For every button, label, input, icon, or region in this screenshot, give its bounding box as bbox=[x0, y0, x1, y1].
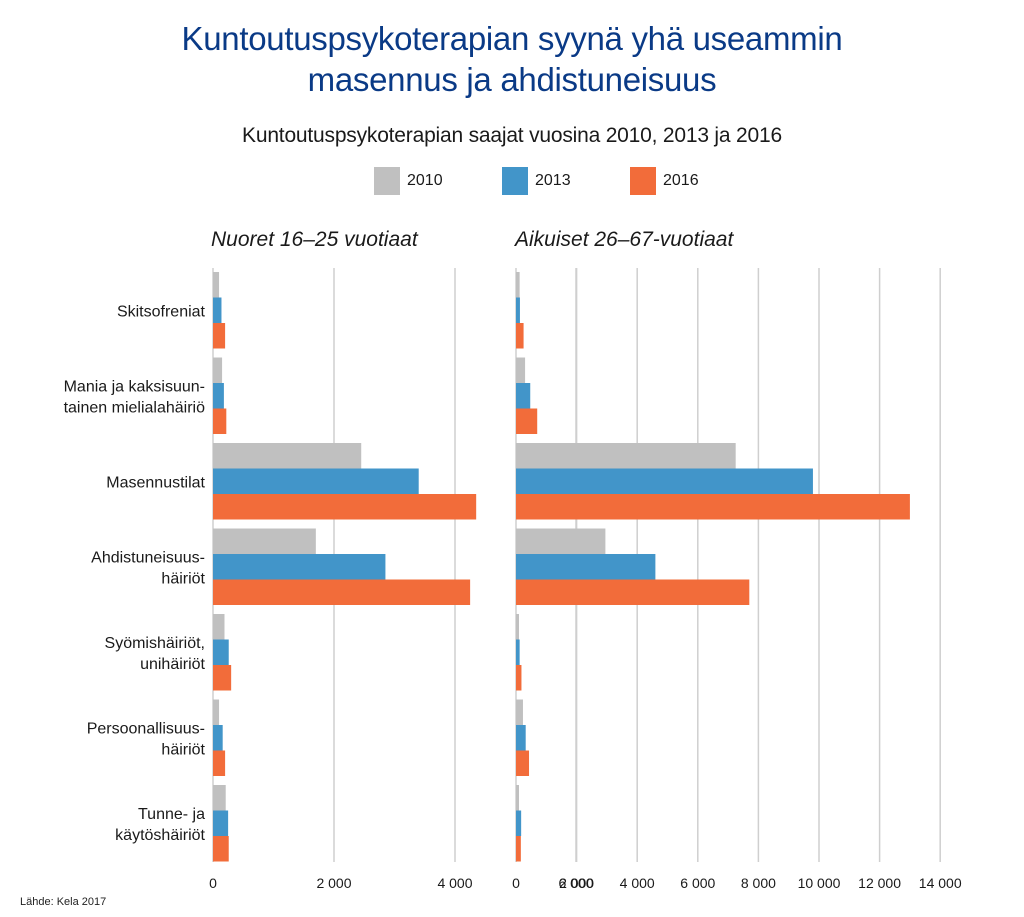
adults-bar-2013-4 bbox=[516, 639, 520, 665]
youth-bar-2013-1 bbox=[213, 383, 224, 409]
legend-label-2010: 2010 bbox=[407, 172, 443, 189]
adults-bar-2016-4 bbox=[516, 665, 522, 691]
category-label: häiriöt bbox=[161, 570, 205, 587]
youth-bar-2010-1 bbox=[213, 357, 223, 383]
category-label: Mania ja kaksisuun- bbox=[64, 378, 205, 395]
category-label: tainen mielialahäiriö bbox=[64, 399, 206, 416]
adults-bar-2013-5 bbox=[516, 725, 526, 751]
adults-bar-2016-5 bbox=[516, 750, 530, 776]
category-label-group: Skitsofreniat bbox=[117, 303, 206, 320]
category-label: Skitsofreniat bbox=[117, 303, 206, 320]
legend-label-2013: 2013 bbox=[535, 172, 571, 189]
category-label-group: Mania ja kaksisuun-tainen mielialahäiriö bbox=[64, 378, 206, 416]
adults-bar-2013-2 bbox=[516, 468, 813, 494]
category-label-group: Ahdistuneisuus-häiriöt bbox=[91, 549, 205, 587]
youth-bar-2013-2 bbox=[213, 468, 419, 494]
category-label-group: Tunne- ja käytöshäiriöt bbox=[115, 806, 205, 844]
youth-x-tick-label: 4 000 bbox=[437, 875, 472, 891]
youth-bar-2016-2 bbox=[213, 494, 477, 520]
adults-bar-2010-3 bbox=[516, 528, 606, 554]
youth-bar-2013-4 bbox=[213, 639, 229, 665]
adults-bar-2010-6 bbox=[516, 785, 519, 811]
youth-bar-2016-0 bbox=[213, 323, 226, 349]
youth-bar-2016-3 bbox=[213, 579, 471, 605]
chart-subtitle: Kuntoutuspsykoterapian saajat vuosina 20… bbox=[242, 124, 782, 147]
source-note: Lähde: Kela 2017 bbox=[20, 896, 107, 908]
category-label-group: Masennustilat bbox=[106, 474, 205, 491]
adults-x-tick-label: 14 000 bbox=[919, 875, 962, 891]
adults-bar-2013-6 bbox=[516, 810, 522, 836]
youth-bar-2013-6 bbox=[213, 810, 229, 836]
category-label: Persoonallisuus- bbox=[87, 720, 205, 737]
adults-x-tick-label: 8 000 bbox=[741, 875, 776, 891]
adults-bar-2010-0 bbox=[516, 272, 520, 298]
category-label: häiriöt bbox=[161, 741, 205, 758]
category-label-group: Syömishäiriöt, unihäiriöt bbox=[105, 635, 206, 673]
adults-bar-2016-1 bbox=[516, 408, 538, 434]
adults-x-tick-label: 12 000 bbox=[858, 875, 901, 891]
adults-bar-2013-3 bbox=[516, 554, 656, 580]
youth-x-tick-label: 6 000 bbox=[558, 875, 593, 891]
adults-x-tick-label: 10 000 bbox=[798, 875, 841, 891]
adults-bar-2010-2 bbox=[516, 443, 736, 469]
category-label-group: Persoonallisuus-häiriöt bbox=[87, 720, 206, 758]
youth-bar-2016-1 bbox=[213, 408, 227, 434]
category-label: Syömishäiriöt, bbox=[105, 635, 205, 652]
adults-bar-2013-1 bbox=[516, 383, 531, 409]
adults-bar-2016-0 bbox=[516, 323, 524, 349]
legend-label-2016: 2016 bbox=[663, 172, 699, 189]
adults-x-tick-label: 0 bbox=[512, 875, 520, 891]
panel-title-youth: Nuoret 16–25 vuotiaat bbox=[211, 228, 418, 251]
adults-x-tick-label: 6 000 bbox=[680, 875, 715, 891]
chart-title: Kuntoutuspsykoterapian syynä yhä useammi… bbox=[0, 18, 1024, 100]
youth-bar-2010-2 bbox=[213, 443, 362, 469]
legend-swatch-2016 bbox=[630, 167, 656, 195]
legend-swatch-2013 bbox=[502, 167, 528, 195]
adults-x-tick-label: 2 000 bbox=[559, 875, 594, 891]
youth-x-tick-label: 0 bbox=[209, 875, 217, 891]
panel-titles: Nuoret 16–25 vuotiaat Aikuiset 26–67-vuo… bbox=[0, 228, 1024, 258]
youth-bar-2010-0 bbox=[213, 272, 220, 298]
adults-bar-2010-4 bbox=[516, 614, 519, 640]
category-label: Tunne- ja bbox=[138, 806, 205, 823]
adults-bar-2010-1 bbox=[516, 357, 526, 383]
panel-title-adults: Aikuiset 26–67-vuotiaat bbox=[515, 228, 734, 251]
category-label: unihäiriöt bbox=[140, 656, 205, 673]
adults-x-tick-label: 4 000 bbox=[620, 875, 655, 891]
adults-bar-2016-3 bbox=[516, 579, 750, 605]
youth-bar-2010-3 bbox=[213, 528, 316, 554]
youth-bar-2013-3 bbox=[213, 554, 386, 580]
adults-bar-2013-0 bbox=[516, 297, 520, 323]
category-label: käytöshäiriöt bbox=[115, 827, 205, 844]
adults-bar-2016-6 bbox=[516, 836, 521, 862]
adults-bar-2016-2 bbox=[516, 494, 910, 520]
youth-bar-2010-6 bbox=[213, 785, 226, 811]
youth-bar-2010-4 bbox=[213, 614, 225, 640]
youth-bar-2016-6 bbox=[213, 836, 229, 862]
youth-bar-2013-0 bbox=[213, 297, 222, 323]
youth-bar-2016-4 bbox=[213, 665, 232, 691]
legend: 2010 2013 2016 bbox=[0, 167, 1024, 197]
category-label: Masennustilat bbox=[106, 474, 205, 491]
youth-bar-2013-5 bbox=[213, 725, 223, 751]
legend-swatch-2010 bbox=[374, 167, 400, 195]
youth-bar-2010-5 bbox=[213, 699, 220, 725]
chart-title-line-1: Kuntoutuspsykoterapian syynä yhä useammi… bbox=[181, 20, 843, 57]
adults-bar-2010-5 bbox=[516, 699, 523, 725]
chart-title-line-2: masennus ja ahdistuneisuus bbox=[307, 61, 717, 98]
youth-bar-2016-5 bbox=[213, 750, 226, 776]
youth-x-tick-label: 2 000 bbox=[316, 875, 351, 891]
category-label: Ahdistuneisuus- bbox=[91, 549, 205, 566]
